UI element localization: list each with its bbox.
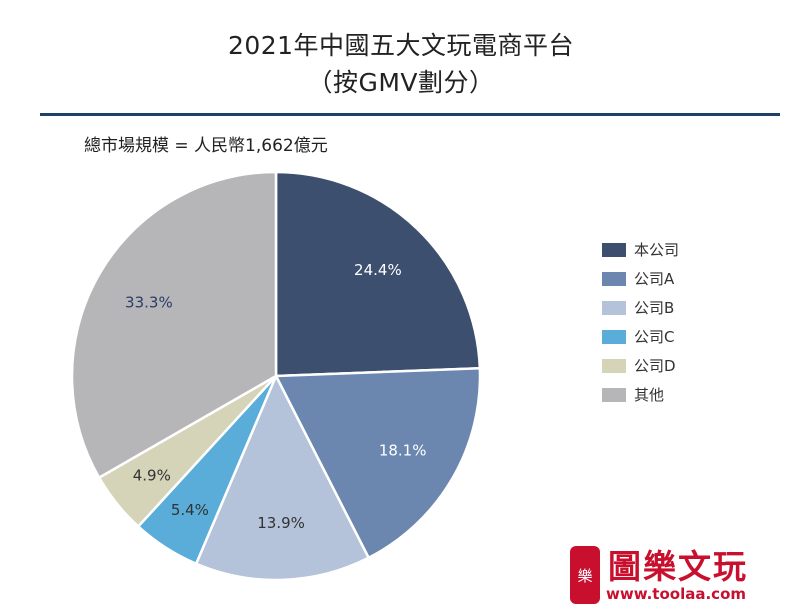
chart-legend: 本公司公司A 公司B 公司C 公司D 其他 bbox=[602, 235, 679, 409]
watermark-url: www.toolaa.com bbox=[606, 585, 747, 603]
legend-swatch bbox=[602, 358, 626, 373]
watermark: 樂 圖樂文玩 www.toolaa.com bbox=[570, 540, 790, 610]
legend-swatch bbox=[602, 329, 626, 344]
legend-item: 公司D bbox=[602, 351, 679, 380]
slice-data-label: 24.4% bbox=[354, 261, 402, 279]
legend-item: 本公司 bbox=[602, 235, 679, 264]
legend-label: 其他 bbox=[634, 386, 665, 404]
legend-item: 公司C bbox=[602, 322, 679, 351]
legend-label: 公司A bbox=[634, 270, 675, 288]
pie-slice bbox=[274, 170, 482, 378]
pie-slice bbox=[194, 373, 371, 582]
slice-data-label: 18.1% bbox=[379, 441, 427, 459]
pie-slice bbox=[273, 367, 482, 560]
chart-title-line1: 2021年中國五大文玩電商平台 bbox=[227, 31, 575, 60]
legend-item: 公司A bbox=[602, 264, 679, 293]
title-divider bbox=[40, 113, 780, 116]
legend-label: 公司B bbox=[634, 299, 675, 317]
legend-swatch bbox=[602, 387, 626, 402]
slice-data-label: 13.9% bbox=[257, 514, 305, 532]
legend-label: 公司C bbox=[634, 328, 675, 346]
watermark-seal: 樂 bbox=[570, 546, 600, 604]
legend-item: 其他 bbox=[602, 380, 679, 409]
legend-swatch bbox=[602, 271, 626, 286]
slice-data-label: 5.4% bbox=[171, 501, 209, 519]
legend-label: 本公司 bbox=[634, 241, 680, 259]
chart-title-line2: （按GMV劃分） bbox=[307, 68, 495, 97]
legend-swatch bbox=[602, 242, 626, 257]
legend-swatch bbox=[602, 300, 626, 315]
slice-data-label: 4.9% bbox=[133, 466, 171, 484]
legend-label: 公司D bbox=[634, 357, 676, 375]
slice-data-label: 33.3% bbox=[125, 293, 173, 311]
watermark-title: 圖樂文玩 bbox=[608, 547, 748, 586]
pie-slice bbox=[70, 170, 278, 480]
market-size-label: 總市場規模 = 人民幣1,662億元 bbox=[84, 136, 328, 156]
legend-item: 公司B bbox=[602, 293, 679, 322]
